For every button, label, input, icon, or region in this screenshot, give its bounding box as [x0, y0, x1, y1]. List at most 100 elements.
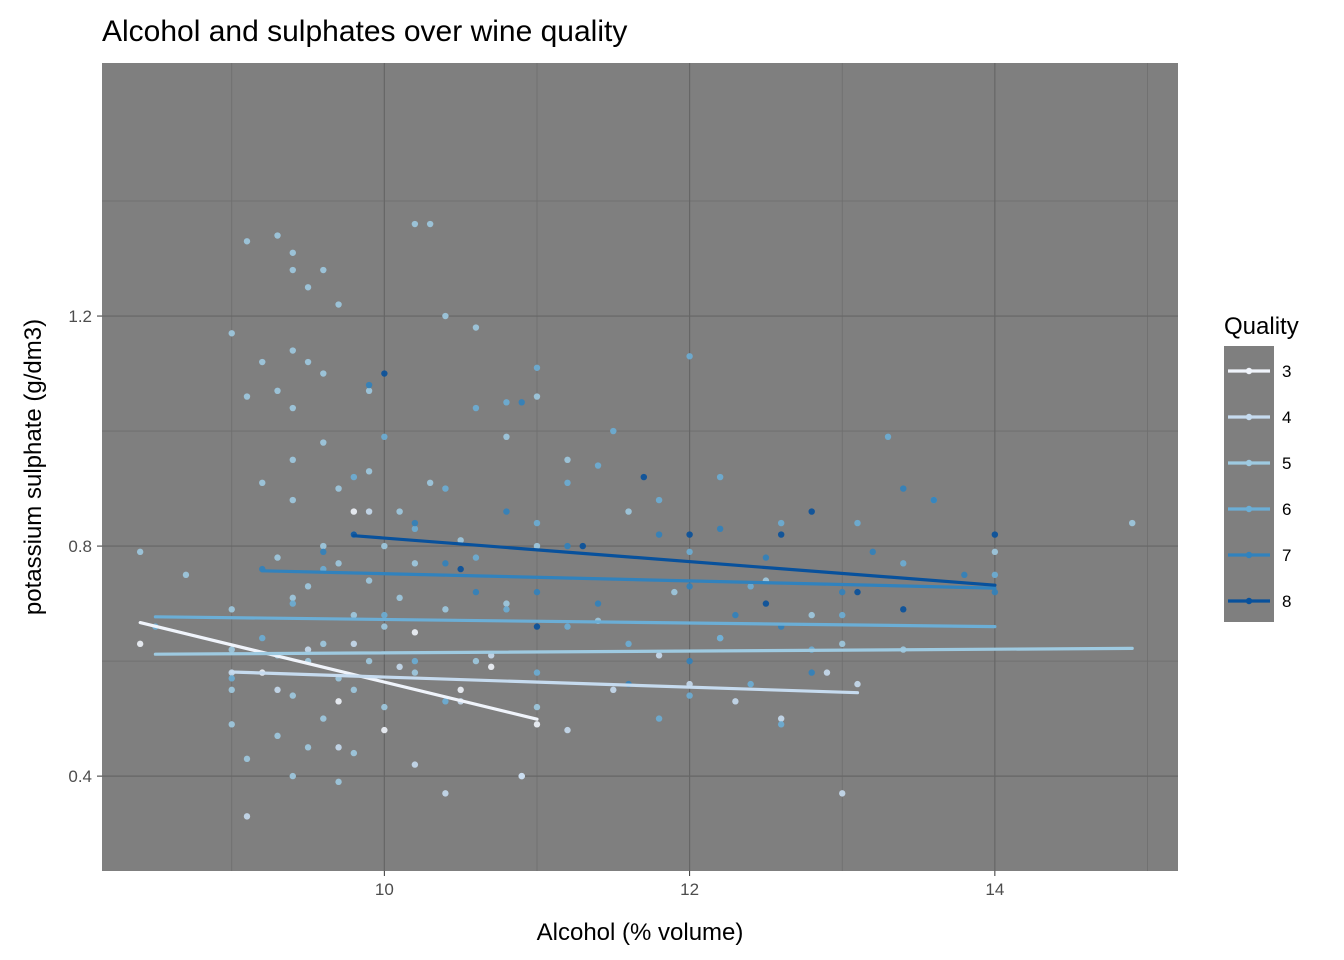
data-point: [442, 698, 449, 705]
data-point: [686, 353, 693, 360]
data-point: [991, 588, 999, 596]
data-point: [564, 456, 571, 464]
legend-label: 5: [1282, 454, 1291, 473]
data-point: [243, 238, 251, 245]
legend-key-background: [1224, 346, 1274, 622]
data-point: [274, 232, 281, 239]
data-point: [930, 496, 938, 504]
data-point: [823, 669, 831, 676]
data-point: [411, 220, 419, 228]
data-point: [274, 732, 281, 740]
data-point: [808, 669, 815, 676]
trend-line: [352, 534, 997, 587]
data-point: [304, 284, 312, 291]
data-point: [136, 640, 144, 648]
data-point: [472, 404, 480, 412]
data-point: [136, 548, 144, 556]
data-point: [320, 715, 327, 722]
data-point: [732, 698, 739, 705]
data-point: [533, 364, 541, 371]
y-tick-label: 0.4: [68, 767, 92, 786]
data-point: [274, 554, 281, 561]
data-point: [472, 554, 480, 561]
data-point: [182, 571, 190, 579]
data-point: [503, 508, 510, 515]
data-point: [289, 404, 296, 412]
legend: Quality 3 4 5 6 7 8: [1224, 313, 1299, 622]
data-point: [411, 669, 419, 676]
data-point: [472, 588, 480, 596]
data-point: [289, 772, 296, 780]
data-point: [381, 370, 388, 377]
data-point: [442, 606, 449, 613]
data-point: [900, 606, 907, 613]
data-point: [839, 611, 846, 619]
legend-key-point: [1245, 551, 1253, 559]
data-point: [243, 755, 251, 763]
legend-label: 3: [1282, 362, 1291, 381]
data-point: [991, 571, 999, 579]
data-point: [808, 611, 815, 619]
data-point: [533, 703, 541, 711]
data-point: [426, 479, 434, 487]
trend-lines: [138, 534, 1134, 721]
data-point: [381, 726, 388, 734]
data-point: [228, 646, 235, 653]
data-point: [839, 588, 846, 596]
data-point: [686, 692, 693, 699]
data-point: [442, 485, 449, 492]
data-point: [472, 657, 480, 665]
data-point: [579, 542, 586, 550]
data-point: [228, 330, 235, 337]
legend-label: 6: [1282, 500, 1291, 519]
legend-label: 8: [1282, 592, 1291, 611]
data-point: [365, 381, 373, 389]
data-point: [289, 266, 296, 274]
trend-line: [260, 569, 997, 590]
data-point: [884, 433, 892, 441]
data-point: [411, 629, 419, 636]
data-point: [365, 577, 373, 584]
data-point: [442, 790, 449, 797]
data-point: [533, 588, 541, 596]
data-point: [320, 266, 327, 274]
data-point: [335, 560, 342, 567]
data-point: [518, 772, 525, 780]
data-point: [900, 560, 907, 567]
data-point: [991, 531, 999, 538]
axis-ticks: 10 12 14 0.4 0.8 1.2: [68, 307, 1004, 899]
data-point: [564, 542, 571, 550]
data-point: [716, 473, 724, 481]
legend-key-point: [1245, 597, 1253, 605]
data-point: [854, 588, 861, 596]
data-point: [365, 387, 373, 395]
data-point: [274, 387, 281, 395]
data-point: [686, 548, 693, 556]
data-point: [839, 640, 846, 648]
data-point: [289, 249, 296, 256]
data-point: [320, 370, 327, 377]
legend-key-point: [1245, 505, 1253, 513]
data-point: [304, 744, 312, 751]
data-point: [350, 686, 358, 694]
x-tick-label: 14: [985, 880, 1004, 899]
x-tick-label: 10: [375, 880, 394, 899]
data-point: [503, 600, 510, 607]
data-point: [381, 623, 388, 630]
grid-minor: [102, 63, 1178, 871]
data-point: [991, 548, 999, 556]
data-point: [320, 640, 327, 648]
data-point: [716, 525, 724, 533]
data-point: [320, 548, 327, 556]
data-point: [289, 496, 296, 504]
data-point: [686, 531, 693, 538]
data-point: [625, 640, 632, 648]
data-point: [854, 519, 861, 527]
data-point: [655, 715, 663, 722]
data-point: [747, 680, 754, 688]
plot-panel: [102, 63, 1178, 871]
data-point: [365, 468, 373, 475]
data-point: [396, 594, 403, 602]
data-point: [732, 611, 739, 619]
data-point: [839, 790, 846, 797]
